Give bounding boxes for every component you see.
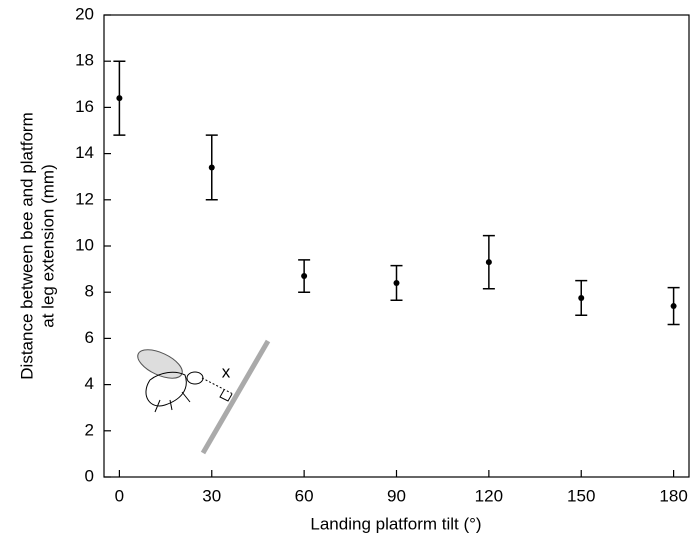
- data-point: [301, 273, 308, 280]
- x-tick-label: 180: [659, 486, 687, 505]
- bee-illustration: [137, 339, 271, 455]
- data-point: [670, 303, 677, 310]
- data-point: [208, 164, 215, 171]
- x-tick-label: 150: [567, 486, 595, 505]
- data-point: [578, 294, 585, 301]
- y-axis-label: at leg extension (mm): [38, 164, 57, 327]
- y-tick-label: 10: [75, 235, 94, 254]
- y-tick-label: 18: [75, 51, 94, 70]
- y-tick-label: 6: [85, 328, 94, 347]
- y-tick-label: 20: [75, 4, 94, 23]
- y-tick-label: 16: [75, 97, 94, 116]
- y-tick-label: 4: [85, 374, 94, 393]
- y-tick-label: 2: [85, 420, 94, 439]
- x-tick-label: 30: [202, 486, 221, 505]
- y-tick-label: 8: [85, 282, 94, 301]
- data-point: [116, 95, 123, 102]
- y-tick-label: 12: [75, 189, 94, 208]
- data-point: [393, 279, 400, 286]
- y-axis-label: Distance between bee and platform: [17, 112, 36, 379]
- y-tick-label: 14: [75, 143, 94, 162]
- x-tick-label: 0: [115, 486, 124, 505]
- x-tick-label: 90: [387, 486, 406, 505]
- plot-frame: [103, 14, 690, 478]
- x-axis-label: Landing platform tilt (°): [310, 514, 481, 533]
- data-point: [485, 259, 492, 266]
- x-tick-label: 120: [475, 486, 503, 505]
- x-tick-label: 60: [295, 486, 314, 505]
- annotation: x: [222, 362, 231, 381]
- y-tick-label: 0: [85, 466, 94, 485]
